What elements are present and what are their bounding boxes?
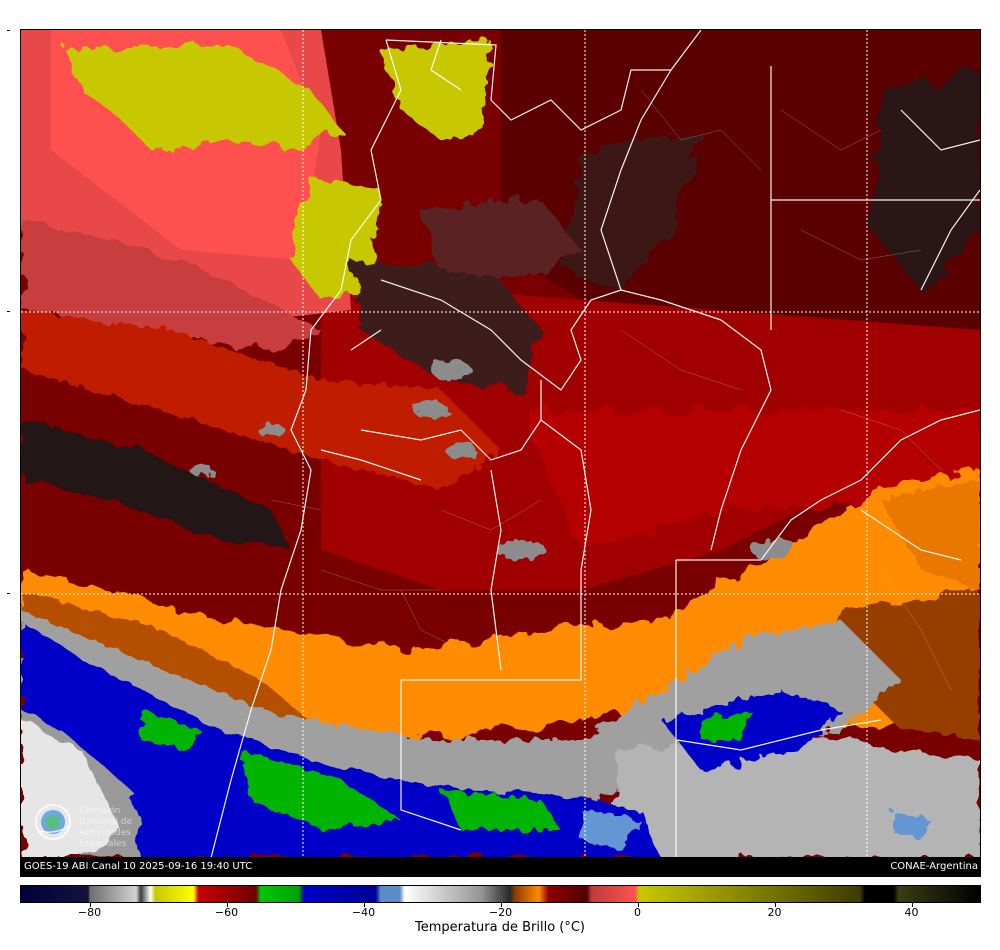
- colorbar-tick-label: 40: [904, 906, 919, 919]
- logo-text: Comisión Nacional de Actividades Espacia…: [79, 806, 133, 849]
- satellite-map: Comisión Nacional de Actividades Espacia…: [20, 29, 981, 877]
- brightness-temperature-image: [21, 30, 980, 858]
- colorbar-tick: [89, 903, 91, 907]
- colorbar-tick: [363, 903, 365, 907]
- colorbar-tick-label: 20: [767, 906, 782, 919]
- colorbar-tick-label: −40: [351, 906, 376, 919]
- colorbar-tick: [774, 903, 776, 907]
- colorbar-tick: [226, 903, 228, 907]
- colorbar-title: Temperatura de Brillo (°C): [414, 920, 586, 935]
- colorbar-tick-label: 0: [634, 906, 641, 919]
- colorbar-tick: [500, 903, 502, 907]
- colorbar-tick: [637, 903, 639, 907]
- caption-bar: GOES-19 ABI Canal 10 2025-09-16 19:40 UT…: [21, 857, 980, 876]
- credit-label: CONAE-Argentina: [890, 861, 978, 872]
- conae-globe-logo-icon: [35, 804, 71, 840]
- image-caption: GOES-19 ABI Canal 10 2025-09-16 19:40 UT…: [24, 861, 253, 872]
- colorbar-tick-label: −20: [488, 906, 513, 919]
- colorbar-tick-label: −80: [77, 906, 102, 919]
- colorbar-tick-label: −60: [214, 906, 239, 919]
- colorbar-tick: [911, 903, 913, 907]
- colorbar: [20, 885, 981, 903]
